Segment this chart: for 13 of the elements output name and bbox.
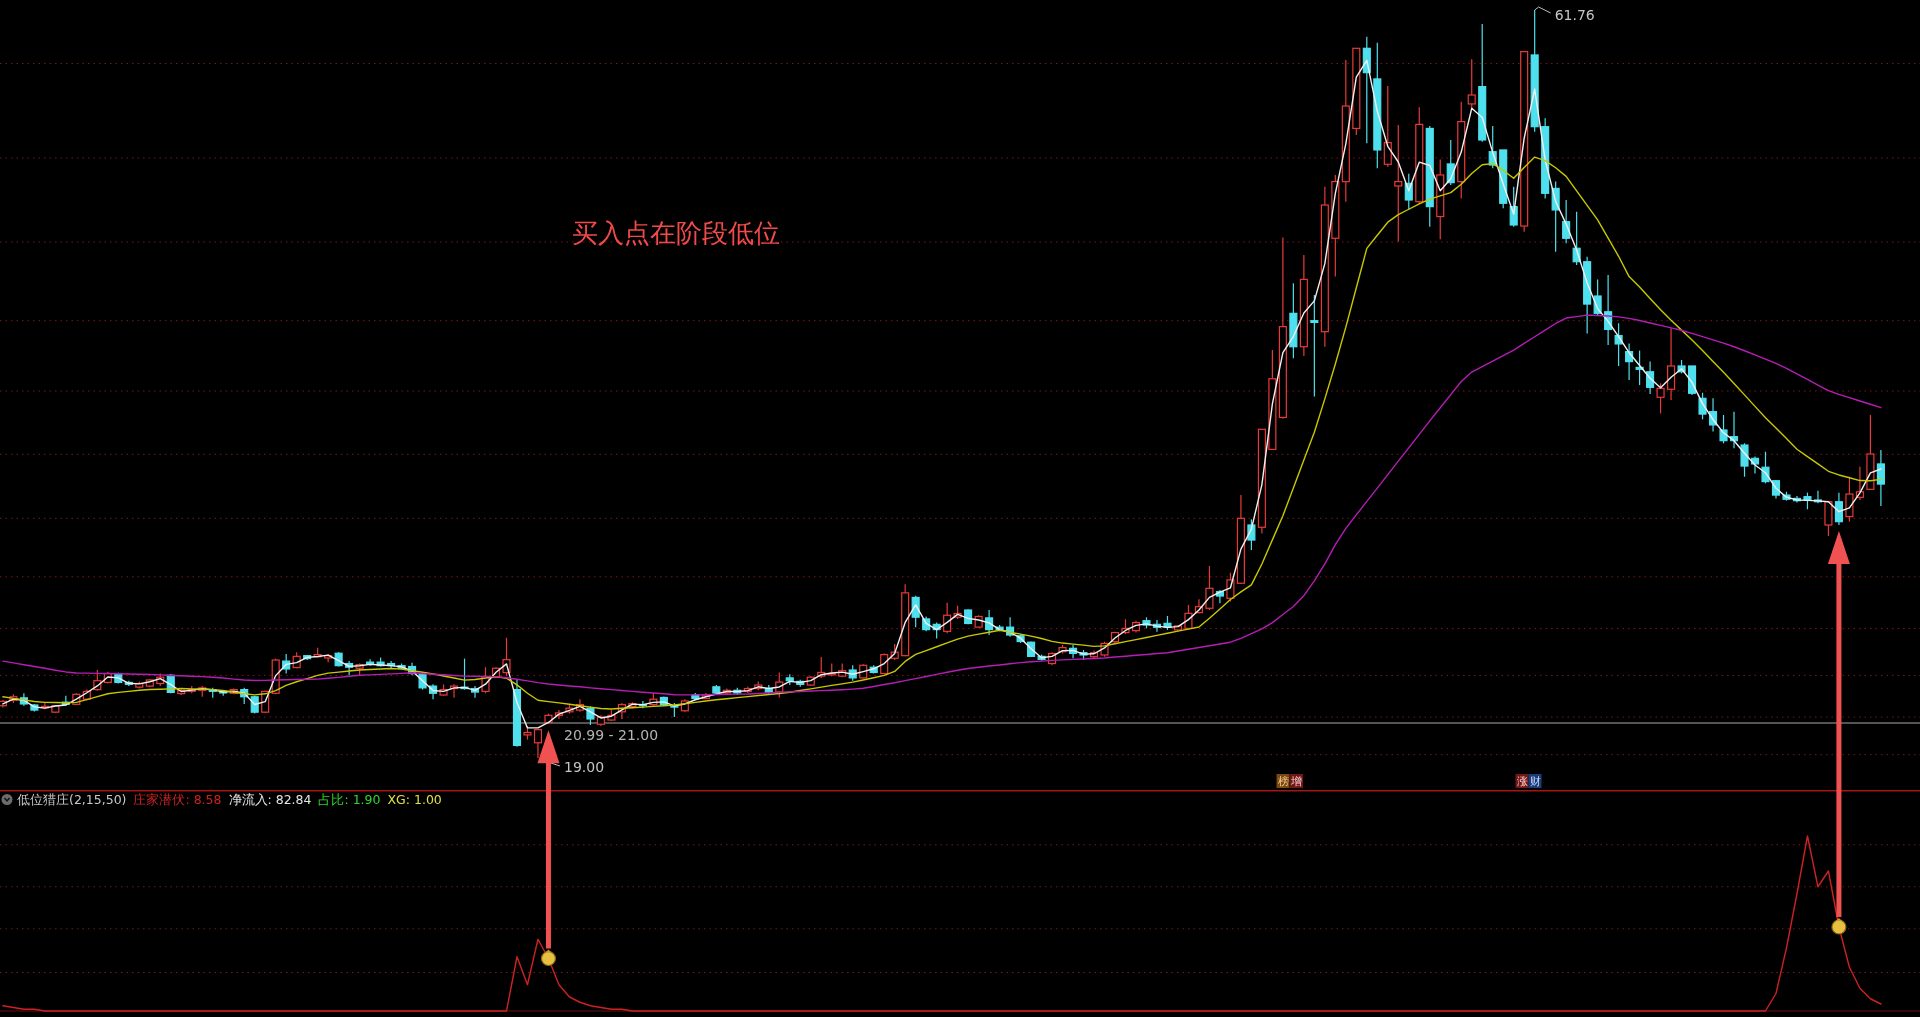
annotation: 20.99 - 21.00 [564, 727, 659, 744]
text: 榜 [1277, 775, 1289, 788]
text: 财 [1529, 775, 1541, 788]
text: 增 [1290, 775, 1302, 788]
annotation: 买入点在阶段低位 [572, 218, 780, 248]
chart-title: 低位猎庄(2,15,50) [17, 792, 127, 807]
text: 占比: 1.90 [318, 792, 381, 807]
annotation: 61.76 [1554, 7, 1595, 23]
text: 19.00 [563, 759, 605, 775]
text: 涨 [1516, 775, 1528, 788]
text: 净流入: 82.84 [228, 792, 312, 807]
text: XG: 1.00 [387, 792, 442, 807]
text: 庄家潜伏: 8.58 [133, 792, 222, 807]
